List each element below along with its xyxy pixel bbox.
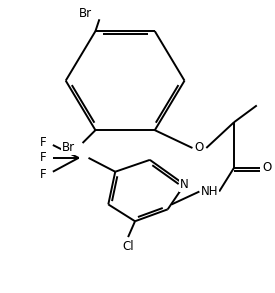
Text: Br: Br (79, 7, 92, 20)
Text: F: F (40, 136, 46, 149)
Text: Br: Br (62, 142, 75, 154)
Text: O: O (262, 161, 271, 174)
Text: O: O (195, 142, 204, 154)
Text: N: N (180, 178, 189, 191)
Text: Cl: Cl (122, 241, 134, 253)
Text: F: F (40, 151, 46, 164)
Text: F: F (40, 168, 46, 181)
Text: NH: NH (200, 185, 218, 198)
